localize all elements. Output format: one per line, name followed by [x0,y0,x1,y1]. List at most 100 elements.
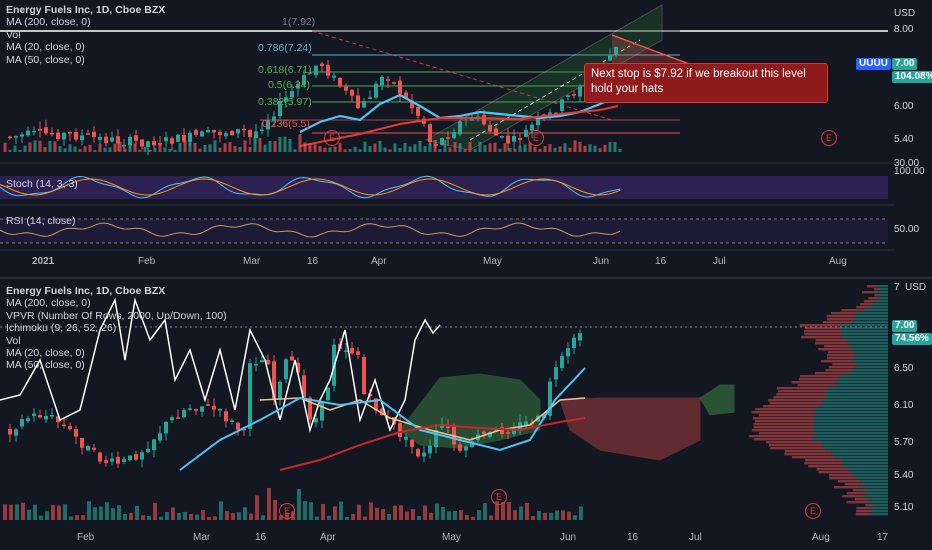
candle-body [512,135,516,142]
vpvr-bar-up [816,414,888,417]
vpvr-bar-down [818,471,850,474]
candle-body [128,455,132,461]
earnings-marker[interactable]: E [528,130,544,146]
vpvr-bar-down [804,327,843,330]
volume-bar [268,141,272,152]
volume-bar [453,511,457,520]
legend-vol[interactable]: Vol [6,28,21,41]
legend-ma20[interactable]: MA (20, close, 0) [6,347,85,360]
candle-body [572,94,576,96]
rsi-legend[interactable]: RSI (14, close) [6,215,76,227]
volume-bar [249,513,253,520]
volume-bar [133,143,137,152]
volume-bar [363,516,367,520]
legend-ma200[interactable]: MA (200, close, 0) [6,16,91,29]
fib-label-05: 0.5(6.34) [268,79,311,91]
volume-bar [195,514,199,520]
vpvr-bar-up [848,468,888,471]
volume-bar [3,142,7,152]
vpvr-bar-up [856,312,888,315]
vpvr-bar-down [826,315,855,318]
candle-body [92,131,96,138]
candle-body [86,446,90,451]
earnings-marker[interactable]: E [805,503,821,519]
vpvr-bar-up [854,354,888,357]
candle-body [134,135,138,141]
vpvr-bar-up [870,510,888,513]
legend-ma50[interactable]: MA (50, close, 0) [6,359,85,372]
vpvr-bar-up [822,402,888,405]
vpvr-bar-up [855,477,888,480]
candle-body [356,95,360,109]
candle-body [146,141,150,148]
stoch-k-line [0,175,621,199]
change-badge: 104.08% [892,71,932,83]
vpvr-bar-down [829,477,856,480]
volume-bar [78,149,82,152]
vpvr-bar-down [758,414,817,417]
candle-body [614,46,618,54]
vpvr-bar-down [808,465,845,468]
vpvr-bar-up [813,417,888,420]
earnings-marker[interactable]: E [279,503,295,519]
volume-bar [525,502,529,520]
volume-bar [508,147,512,152]
vpvr-bar-down [852,489,869,492]
legend-vpvr[interactable]: VPVR (Number Of Rows, 2000, Up/Down, 100… [6,309,227,322]
stoch-scale-low: 30.00 [894,158,920,169]
candle-body [68,426,72,430]
volume-bar [255,495,259,520]
candle-body [470,441,474,448]
volume-bar [57,505,61,520]
symbol-title[interactable]: Energy Fuels Inc, 1D, Cboe BZX [6,4,166,16]
vpvr-bar-up [835,381,888,384]
symbol-title[interactable]: Energy Fuels Inc, 1D, Cboe BZX [6,285,166,297]
volume-bar [203,144,207,152]
candle-body [278,100,282,117]
volume-bar [168,149,172,152]
vpvr-bar-down [753,426,815,429]
volume-bar [213,516,217,520]
volume-bar [183,511,187,520]
candle-body [506,135,510,144]
volume-bar [383,147,387,152]
candle-body [218,409,222,411]
volume-bar [578,141,582,152]
legend-ma200[interactable]: MA (200, close, 0) [6,297,91,310]
candle-body [122,459,126,463]
stoch-legend[interactable]: Stoch (14, 3, 3) [6,178,78,190]
volume-bar [348,149,352,152]
annotation-callout[interactable]: Next stop is $7.92 if we breakout this l… [584,63,828,103]
candle-body [332,75,336,78]
volume-bar [593,145,597,152]
volume-bar [188,141,192,152]
vpvr-bar-down [866,285,877,288]
earnings-marker[interactable]: E [821,130,837,146]
vpvr-bar-up [849,348,888,351]
candle-body [494,128,498,136]
volume-bar [488,143,492,152]
vpvr-bar-up [826,387,888,390]
vpvr-bar-up [841,333,888,336]
candle-body [134,454,138,460]
volume-bar [438,149,442,152]
volume-bar [568,147,572,152]
vpvr-bar-up [875,504,888,507]
legend-vol[interactable]: Vol [6,334,21,347]
candle-body [170,138,174,144]
legend-ma50[interactable]: MA (50, close, 0) [6,53,85,66]
candle-body [320,402,324,421]
candle-body [578,333,582,341]
volume-bar [23,145,27,152]
price-tick: 5.40 [894,134,914,145]
vpvr-bar-up [857,363,888,366]
earnings-marker[interactable]: E [491,489,507,505]
candle-body [386,79,390,81]
candle-body [122,144,126,147]
vpvr-bar-up [862,309,888,312]
legend-ichimoku[interactable]: Ichimoku (9, 26, 52, 26) [6,322,117,335]
volume-bar [93,507,97,520]
earnings-marker[interactable]: E [324,130,340,146]
candle-body [362,357,366,395]
legend-ma20[interactable]: MA (20, close, 0) [6,41,85,54]
